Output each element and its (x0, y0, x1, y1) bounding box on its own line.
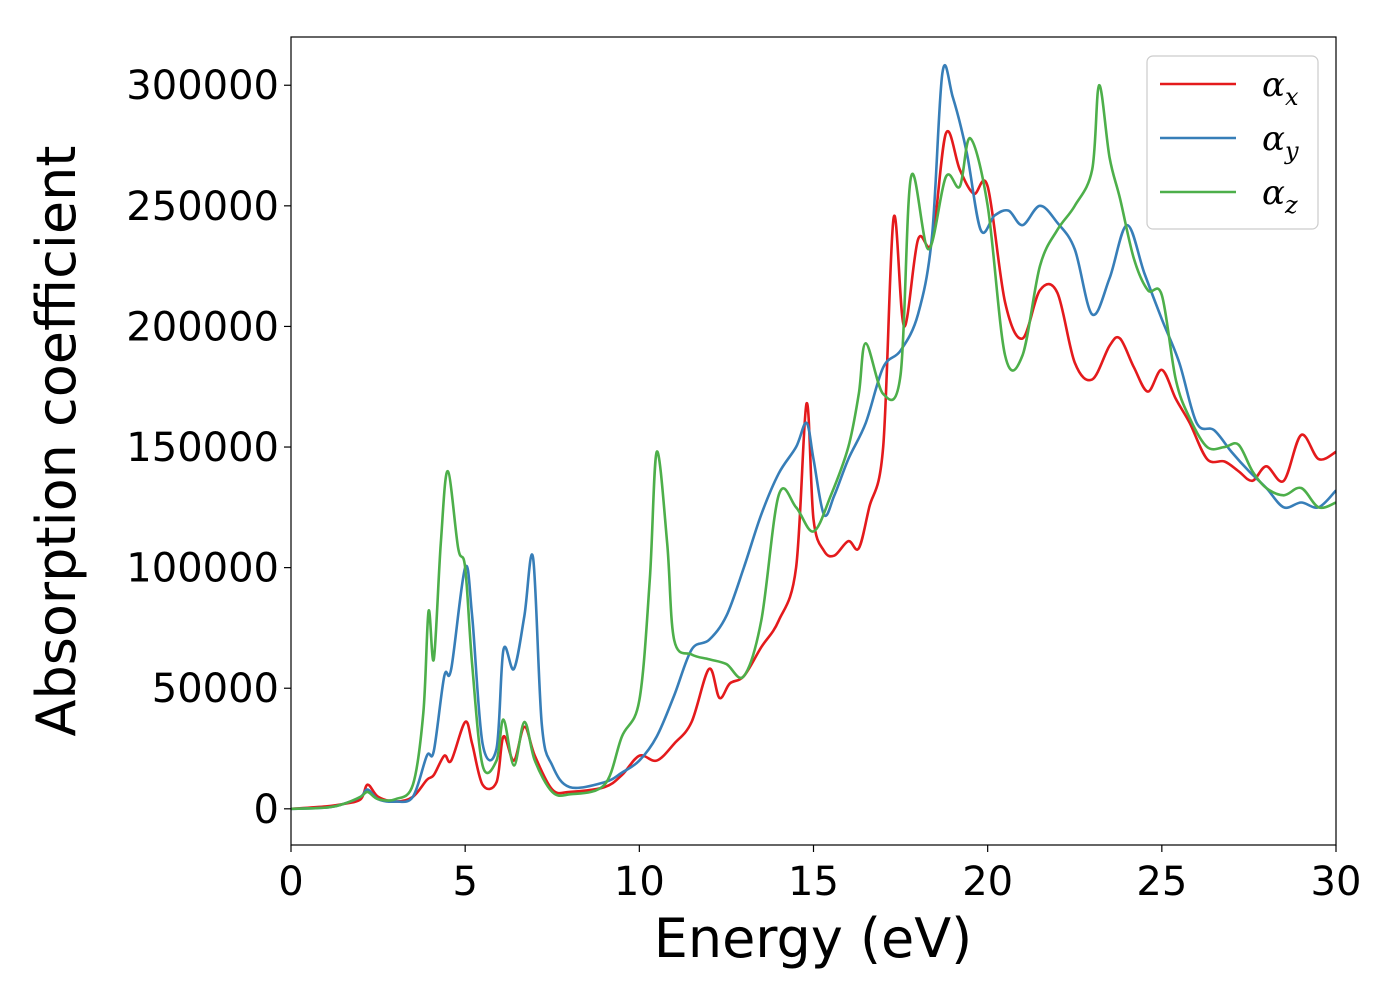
y-axis: 0 50000 100000 150000 200000 250000 300000 (126, 63, 291, 833)
legend-box (1146, 55, 1319, 230)
x-tick-label: 25 (1136, 859, 1187, 905)
x-tick-label: 10 (614, 859, 665, 905)
x-axis: 0 5 10 15 20 25 30 (278, 845, 1361, 905)
y-tick-label: 150000 (126, 425, 279, 471)
x-tick-label: 30 (1311, 859, 1362, 905)
series-line-x (291, 129, 1336, 811)
y-tick-label: 200000 (126, 304, 279, 350)
series-line-z (291, 83, 1336, 811)
series-layer (291, 63, 1336, 811)
y-tick-label: 300000 (126, 63, 279, 109)
x-tick-label: 20 (962, 859, 1013, 905)
x-tick-label: 0 (278, 859, 303, 905)
y-tick-label: 100000 (126, 546, 279, 592)
legend-label-x: αx (1262, 65, 1299, 111)
x-axis-title: Energy (eV) (654, 907, 973, 970)
legend-label-y: αy (1262, 119, 1299, 165)
x-tick-label: 5 (452, 859, 477, 905)
legend: αx αy αz (1146, 55, 1319, 230)
legend-label-z: αz (1262, 173, 1298, 219)
y-tick-label: 250000 (126, 184, 279, 230)
x-tick-label: 15 (788, 859, 839, 905)
y-tick-label: 0 (254, 787, 279, 833)
y-axis-title: Absorption coefficient (25, 146, 88, 737)
y-tick-label: 50000 (152, 666, 279, 712)
